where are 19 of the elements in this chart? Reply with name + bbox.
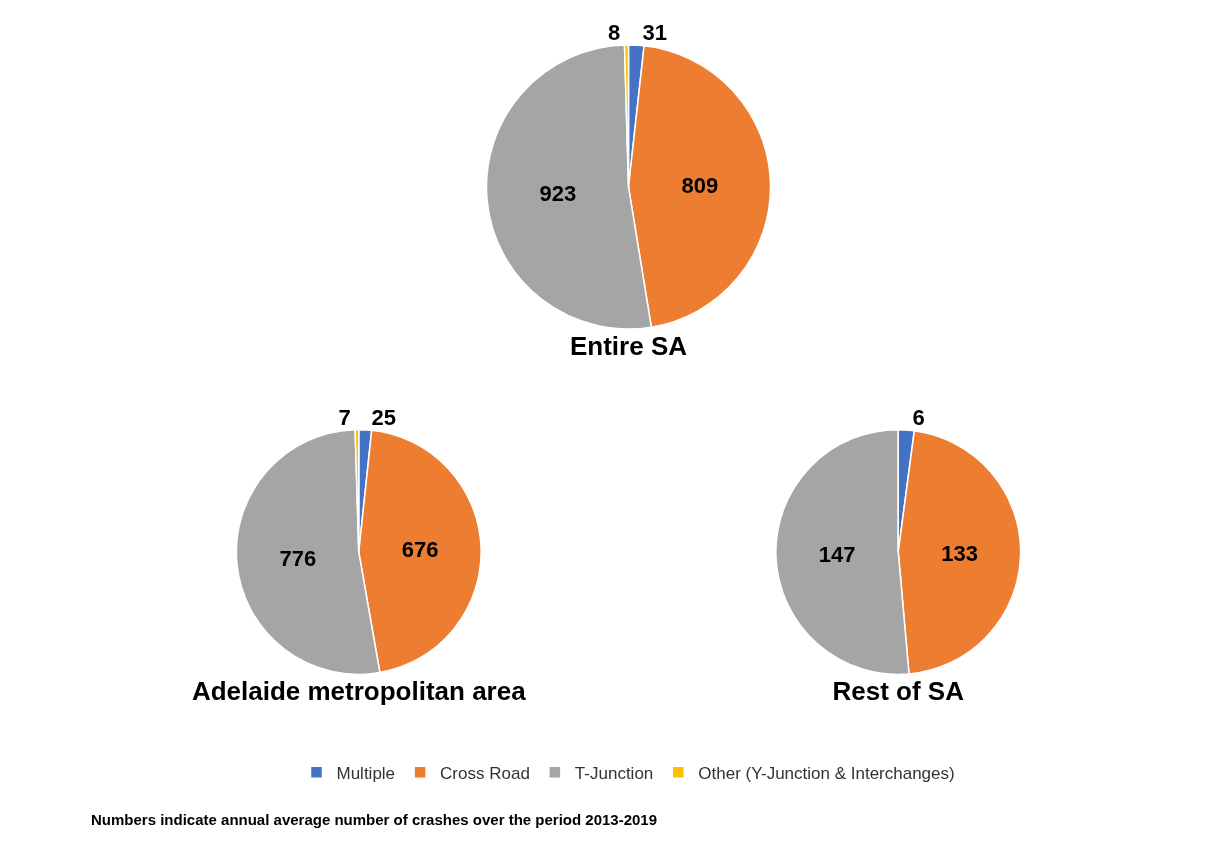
legend-label: Other (Y-Junction & Interchanges)	[698, 763, 955, 783]
data-label: 776	[279, 545, 317, 571]
data-label: 8	[607, 20, 621, 46]
data-label: 31	[642, 20, 668, 46]
legend-label: T-Junction	[574, 763, 654, 783]
data-label: 676	[401, 537, 439, 563]
data-label: 6	[912, 404, 925, 430]
data-label: 923	[539, 181, 577, 207]
data-label: 809	[681, 172, 719, 198]
data-label: 25	[371, 404, 396, 430]
text: Entire SA	[569, 331, 688, 361]
text: Adelaide metropolitan area	[191, 676, 527, 707]
legend-label: Cross Road	[440, 763, 530, 783]
data-label: 133	[941, 540, 978, 566]
legend-label: Multiple	[336, 763, 396, 783]
data-label: 147	[818, 542, 856, 568]
text: Rest of SA	[832, 676, 965, 707]
text: Numbers indicate annual average number of crashes over the period 2013-2019	[91, 811, 658, 828]
data-label: 7	[338, 404, 351, 430]
